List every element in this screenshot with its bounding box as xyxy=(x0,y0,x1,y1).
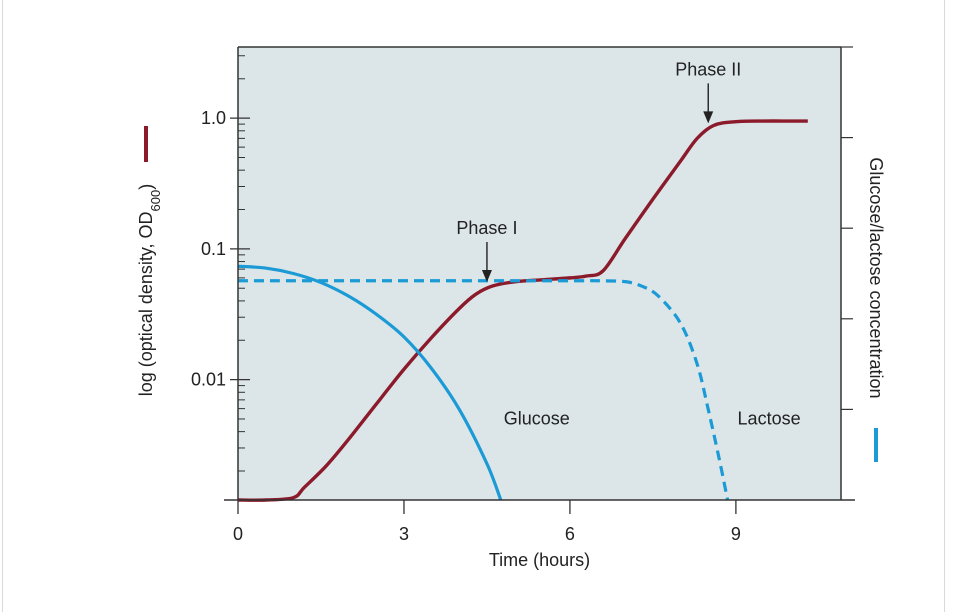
right-axis-ticks xyxy=(841,46,853,410)
glucose-line xyxy=(237,264,503,501)
phase-label: Phase II xyxy=(675,59,741,79)
y-tick-label: 0.1 xyxy=(201,239,226,259)
series-label: Glucose xyxy=(504,408,570,428)
x-tick-label: 9 xyxy=(731,524,741,544)
axes-layer xyxy=(224,46,855,514)
left-axis-title-close: ) xyxy=(136,184,156,190)
left-axis-title-subscript: 600 xyxy=(148,190,163,212)
x-tick-label: 0 xyxy=(233,524,243,544)
left-axis-title: log (optical density, OD600) xyxy=(136,184,163,396)
phase-label: Phase I xyxy=(456,218,517,238)
labels-layer: 1.0 0.1 0.01 0 3 6 9 Glucose Lactose Phase I Phase… xyxy=(191,59,801,544)
phase-arrow-head xyxy=(703,111,714,124)
lactose-line xyxy=(237,279,730,501)
series-label: Lactose xyxy=(738,408,801,428)
plot-area xyxy=(238,47,841,500)
y-axis-minor-ticks xyxy=(238,55,245,472)
right-axis-title: Glucose/lactose concentration xyxy=(866,157,886,398)
x-tick-label: 3 xyxy=(399,524,409,544)
series-layer xyxy=(237,119,808,502)
left-axis-title-main: log (optical density, OD xyxy=(136,211,156,396)
right-edge-line xyxy=(944,0,945,612)
x-axis-title: Time (hours) xyxy=(489,550,590,570)
y-tick-label: 1.0 xyxy=(201,108,226,128)
left-edge-line xyxy=(2,0,3,612)
x-tick-label: 6 xyxy=(565,524,575,544)
phase-arrow-head xyxy=(481,270,492,283)
y-tick-label: 0.01 xyxy=(191,370,226,390)
